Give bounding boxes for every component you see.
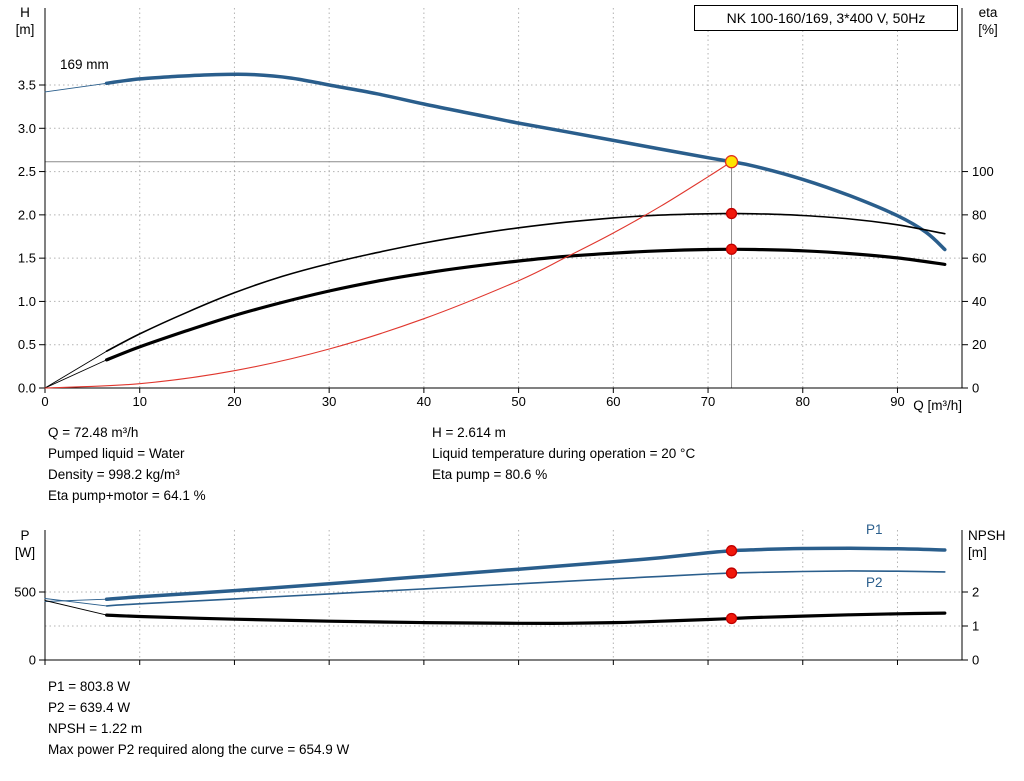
info-p1: P1 = 803.8 W (48, 679, 131, 694)
info-npsh: NPSH = 1.22 m (48, 721, 143, 736)
eta-pump-motor-curve (105, 247, 947, 362)
y-right-tick-label: 100 (972, 164, 994, 179)
info-eta-pump-motor: Eta pump+motor = 64.1 % (48, 488, 206, 503)
impeller-diameter-label: 169 mm (60, 57, 109, 72)
npsh-axis-title: NPSH (968, 528, 1006, 543)
eta-pump-motor-lead-in (44, 359, 108, 389)
eta-axis-label: eta [%] (966, 4, 1010, 38)
h-axis-unit: [m] (15, 22, 35, 37)
duty-info-right: H = 2.614 m Liquid temperature during op… (432, 424, 695, 487)
x-tick-label: 90 (890, 394, 904, 409)
x-tick-label: 20 (227, 394, 241, 409)
info-max-power: Max power P2 required along the curve = … (48, 742, 350, 757)
pump-title-box: NK 100-160/169, 3*400 V, 50Hz (694, 5, 958, 31)
y-right-tick-label: 40 (972, 294, 986, 309)
p2-curve-label: P2 (866, 575, 883, 590)
eta-axis-unit: [%] (978, 22, 998, 37)
head-169mm-curve (104, 72, 947, 252)
x-tick-label: 60 (606, 394, 620, 409)
head-169mm-lead-in (44, 82, 108, 93)
y-left-tick-label: 3.0 (18, 121, 36, 136)
p1-curve-label: P1 (866, 522, 883, 537)
p-axis-unit: [W] (14, 545, 36, 560)
q-axis-label: Q [m³/h] (913, 398, 962, 413)
x-tick-label: 50 (511, 394, 525, 409)
y-right-tick-label: 2 (972, 585, 979, 600)
power-info: P1 = 803.8 W P2 = 639.4 W NPSH = 1.22 m … (48, 678, 349, 762)
p1-point-marker (725, 545, 738, 557)
info-p2: P2 = 639.4 W (48, 700, 131, 715)
x-tick-label: 30 (322, 394, 336, 409)
eta-axis-title: eta (978, 5, 998, 20)
duty-point-marker (724, 155, 739, 169)
duty-info-left: Q = 72.48 m³/h Pumped liquid = Water Den… (48, 424, 206, 508)
system-curve-curve (44, 161, 733, 389)
y-left-tick-label: 3.5 (18, 78, 36, 93)
p-axis-title: P (20, 528, 30, 543)
eta-pump-lead-in (44, 350, 108, 389)
y-left-tick-label: 500 (14, 585, 36, 600)
info-eta-pump: Eta pump = 80.6 % (432, 467, 548, 482)
eta-pump-curve (105, 212, 946, 352)
npsh-point-marker (725, 612, 738, 625)
npsh-axis-unit: [m] (968, 545, 987, 560)
p1-lead-in (44, 598, 108, 602)
p2-curve (105, 570, 946, 607)
h-axis-title: H (20, 5, 30, 20)
info-head: H = 2.614 m (432, 425, 506, 440)
x-tick-label: 40 (417, 394, 431, 409)
y-left-tick-label: 2.0 (18, 207, 36, 222)
info-pumped-liquid: Pumped liquid = Water (48, 446, 185, 461)
y-left-tick-label: 1.0 (18, 294, 36, 309)
info-density: Density = 998.2 kg/m³ (48, 467, 180, 482)
eta-pump-point-marker (725, 207, 738, 220)
y-left-tick-label: 0.5 (18, 337, 36, 352)
x-tick-label: 70 (701, 394, 715, 409)
y-left-tick-label: 2.5 (18, 164, 36, 179)
info-liquid-temperature: Liquid temperature during operation = 20… (432, 446, 696, 461)
y-right-tick-label: 0 (972, 381, 979, 396)
npsh-lead-in (44, 600, 108, 616)
y-left-tick-label: 0 (29, 653, 36, 668)
eta-pump-motor-point-marker (725, 243, 738, 255)
x-tick-label: 0 (41, 394, 48, 409)
p-axis-label: P [W] (8, 527, 42, 561)
y-left-tick-label: 0.0 (18, 381, 36, 396)
p1-curve (104, 546, 947, 601)
y-right-tick-label: 0 (972, 653, 979, 668)
x-tick-label: 80 (796, 394, 810, 409)
h-axis-label: H [m] (8, 4, 42, 38)
y-right-tick-label: 80 (972, 207, 986, 222)
x-tick-label: 10 (132, 394, 146, 409)
p2-lead-in (44, 598, 108, 607)
y-right-tick-label: 60 (972, 251, 986, 266)
y-left-tick-label: 1.5 (18, 251, 36, 266)
npsh-curve (105, 611, 947, 625)
info-flow: Q = 72.48 m³/h (48, 425, 139, 440)
y-right-tick-label: 1 (972, 619, 979, 634)
npsh-axis-label: NPSH [m] (968, 527, 1022, 561)
p2-point-marker (725, 567, 738, 579)
y-right-tick-label: 20 (972, 337, 986, 352)
